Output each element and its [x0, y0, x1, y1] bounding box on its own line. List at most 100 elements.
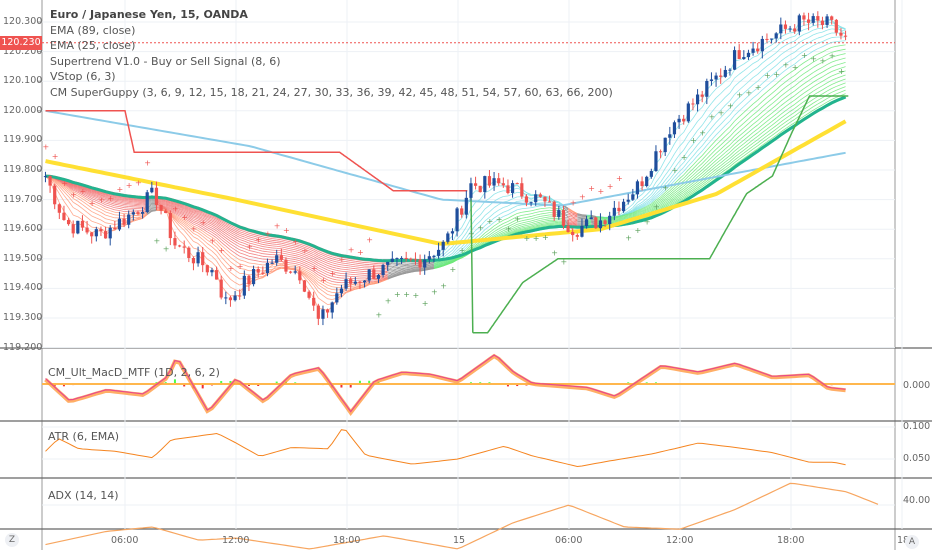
guppy-ribbon-segment: [276, 265, 282, 267]
zoom-button[interactable]: Z: [5, 533, 19, 547]
guppy-ribbon-segment: [701, 126, 708, 134]
indicator-ema89[interactable]: EMA (89, close): [50, 23, 136, 37]
guppy-ribbon-segment: [540, 222, 546, 224]
candle-up: [774, 33, 778, 39]
guppy-ribbon-segment: [110, 205, 115, 209]
guppy-ribbon-segment: [812, 99, 819, 104]
guppy-ribbon-segment: [568, 220, 573, 222]
guppy-ribbon-segment: [295, 251, 300, 254]
guppy-ribbon-segment: [290, 260, 296, 262]
guppy-ribbon-segment: [258, 242, 263, 245]
guppy-ribbon-segment: [216, 246, 222, 253]
guppy-ribbon-segment: [239, 235, 245, 238]
guppy-ribbon-segment: [766, 135, 772, 140]
candle-down: [820, 20, 825, 25]
candle-down: [62, 212, 66, 220]
guppy-ribbon-segment: [239, 252, 245, 255]
guppy-ribbon-segment: [489, 186, 495, 191]
guppy-ribbon-segment: [628, 216, 633, 219]
guppy-ribbon-segment: [507, 228, 513, 231]
guppy-ribbon-segment: [799, 105, 805, 110]
guppy-ribbon-segment: [119, 200, 125, 203]
candle-down: [737, 50, 741, 60]
vstop-marker: +: [607, 182, 614, 191]
candle-down: [256, 268, 260, 273]
guppy-ribbon-segment: [669, 143, 675, 153]
guppy-ribbon-segment: [290, 244, 296, 247]
guppy-ribbon-segment: [632, 204, 638, 210]
guppy-ribbon-segment: [808, 61, 814, 66]
guppy-ribbon-segment: [512, 231, 518, 234]
guppy-ribbon-segment: [165, 205, 171, 209]
candle-up: [769, 38, 774, 40]
guppy-ribbon-segment: [230, 278, 236, 283]
guppy-ribbon-segment: [322, 290, 328, 295]
guppy-ribbon-segment: [346, 271, 351, 273]
guppy-ribbon-segment: [96, 198, 102, 202]
guppy-ribbon-segment: [780, 69, 786, 75]
guppy-ribbon-segment: [295, 261, 300, 264]
guppy-ribbon-segment: [688, 118, 694, 125]
guppy-ribbon-segment: [327, 253, 333, 256]
guppy-ribbon-segment: [775, 109, 782, 115]
guppy-ribbon-segment: [96, 209, 102, 213]
guppy-ribbon-segment: [812, 103, 819, 108]
guppy-ribbon-segment: [137, 217, 143, 220]
guppy-ribbon-segment: [142, 212, 148, 216]
candle-up: [436, 249, 441, 256]
macd-label[interactable]: CM_Ult_MacD_MTF (1D, 2, 6, 2): [48, 366, 220, 379]
guppy-ribbon-segment: [840, 78, 846, 82]
guppy-ribbon-segment: [822, 38, 828, 42]
guppy-ribbon-segment: [364, 282, 370, 285]
guppy-ribbon-segment: [771, 128, 777, 133]
guppy-ribbon-segment: [332, 281, 337, 283]
guppy-ribbon-segment: [73, 193, 79, 197]
vstop-marker: +: [459, 246, 466, 255]
guppy-ribbon-segment: [110, 202, 115, 205]
guppy-ribbon-segment: [336, 274, 342, 277]
auto-scale-button[interactable]: A: [905, 535, 919, 549]
guppy-ribbon-segment: [738, 127, 745, 133]
guppy-ribbon-segment: [234, 282, 240, 286]
guppy-ribbon-segment: [225, 249, 231, 254]
guppy-ribbon-segment: [623, 217, 629, 220]
guppy-ribbon-segment: [530, 224, 536, 227]
indicator-superguppy[interactable]: CM SuperGuppy (3, 6, 9, 12, 15, 18, 21, …: [50, 85, 613, 99]
guppy-ribbon-segment: [369, 260, 374, 263]
guppy-ribbon-segment: [299, 254, 305, 257]
guppy-ribbon-segment: [517, 230, 522, 233]
adx-label[interactable]: ADX (14, 14): [48, 489, 119, 502]
guppy-ribbon-segment: [225, 256, 231, 262]
guppy-ribbon-segment: [683, 173, 689, 179]
candle-up: [423, 259, 427, 268]
indicator-supertrend[interactable]: Supertrend V1.0 - Buy or Sell Signal (8,…: [50, 54, 281, 68]
guppy-ribbon-segment: [179, 209, 185, 212]
guppy-ribbon-segment: [757, 69, 763, 75]
candle-down: [80, 220, 85, 228]
guppy-ribbon-segment: [336, 259, 342, 262]
candle-up: [376, 275, 381, 279]
symbol-title[interactable]: Euro / Japanese Yen, 15, OANDA: [50, 8, 248, 21]
guppy-ribbon-segment: [225, 231, 231, 235]
atr-label[interactable]: ATR (6, EMA): [48, 430, 120, 443]
vstop-marker: +: [394, 290, 401, 299]
guppy-ribbon-segment: [179, 205, 185, 208]
indicator-vstop[interactable]: VStop (6, 3): [50, 70, 116, 83]
guppy-ribbon-segment: [82, 208, 88, 213]
vstop-marker: +: [634, 226, 641, 235]
guppy-ribbon-segment: [114, 209, 120, 211]
guppy-ribbon-segment: [452, 258, 458, 262]
guppy-ribbon-segment: [757, 111, 763, 117]
guppy-ribbon-segment: [100, 212, 106, 216]
guppy-ribbon-segment: [651, 196, 657, 202]
guppy-ribbon-segment: [775, 117, 782, 123]
guppy-ribbon-segment: [678, 195, 684, 200]
indicator-ema25[interactable]: EMA (25, close): [50, 39, 136, 52]
guppy-ribbon-segment: [729, 147, 735, 153]
guppy-ribbon-segment: [775, 67, 782, 73]
candle-down: [520, 183, 524, 197]
guppy-ribbon-segment: [244, 254, 250, 257]
guppy-ribbon-segment: [86, 207, 92, 212]
guppy-ribbon-segment: [697, 116, 703, 122]
